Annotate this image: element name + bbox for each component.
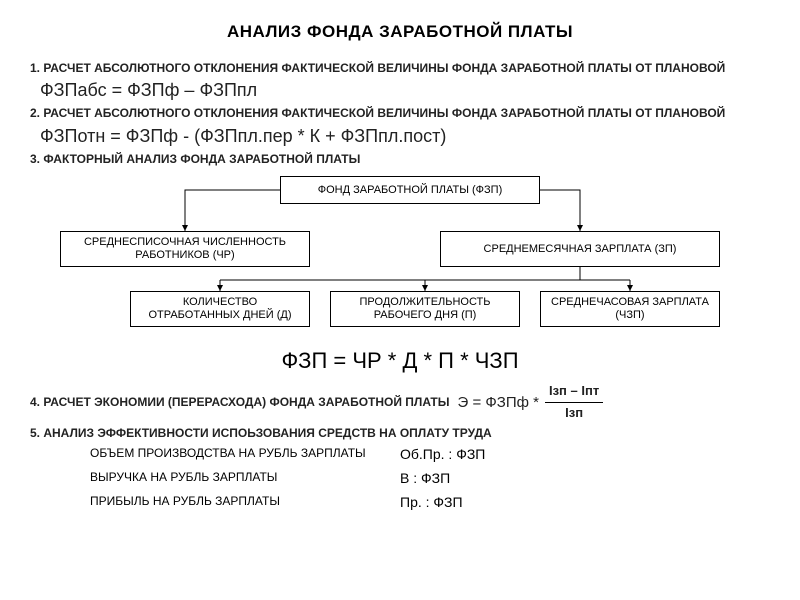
item2-text: 2. РАСЧЕТ АБСОЛЮТНОГО ОТКЛОНЕНИЯ ФАКТИЧЕ…	[30, 106, 725, 120]
eff-row-2: ПРИБЫЛЬ НА РУБЛЬ ЗАРПЛАТЫ Пр. : ФЗП	[90, 491, 770, 515]
big-formula: ФЗП = ЧР * Д * П * ЧЗП	[30, 348, 770, 374]
item5: 5. АНАЛИЗ ЭФФЕКТИВНОСТИ ИСПОЬЗОВАНИЯ СРЕ…	[30, 425, 770, 442]
item2-formula: ФЗПотн = ФЗПф - (ФЗПпл.пер * К + ФЗПпл.п…	[40, 126, 446, 146]
eff-value: В : ФЗП	[400, 467, 450, 491]
item4-formula-lead: Э = ФЗПф *	[458, 392, 539, 414]
eff-value: Об.Пр. : ФЗП	[400, 443, 485, 467]
item4: 4. РАСЧЕТ ЭКОНОМИИ (ПЕРЕРАСХОДА) ФОНДА З…	[30, 382, 770, 423]
item1: 1. РАСЧЕТ АБСОЛЮТНОГО ОТКЛОНЕНИЯ ФАКТИЧЕ…	[30, 60, 770, 103]
box-botA: КОЛИЧЕСТВО ОТРАБОТАННЫХ ДНЕЙ (Д)	[130, 291, 310, 327]
frac-denominator: Iзп	[545, 403, 603, 423]
item4-text: 4. РАСЧЕТ ЭКОНОМИИ (ПЕРЕРАСХОДА) ФОНДА З…	[30, 394, 450, 411]
box-top: ФОНД ЗАРАБОТНОЙ ПЛАТЫ (ФЗП)	[280, 176, 540, 204]
item1-formula: ФЗПабс = ФЗПф – ФЗПпл	[40, 80, 257, 100]
box-midL: СРЕДНЕСПИСОЧНАЯ ЧИСЛЕННОСТЬ РАБОТНИКОВ (…	[60, 231, 310, 267]
eff-row-0: ОБЪЕМ ПРОИЗВОДСТВА НА РУБЛЬ ЗАРПЛАТЫ Об.…	[90, 443, 770, 467]
item3: 3. ФАКТОРНЫЙ АНАЛИЗ ФОНДА ЗАРАБОТНОЙ ПЛА…	[30, 151, 770, 168]
box-botB: ПРОДОЛЖИТЕЛЬНОСТЬ РАБОЧЕГО ДНЯ (П)	[330, 291, 520, 327]
item4-fraction: Iзп – Iпт Iзп	[545, 382, 603, 423]
page-title: АНАЛИЗ ФОНДА ЗАРАБОТНОЙ ПЛАТЫ	[30, 22, 770, 42]
item1-text: 1. РАСЧЕТ АБСОЛЮТНОГО ОТКЛОНЕНИЯ ФАКТИЧЕ…	[30, 61, 725, 75]
factor-diagram: ФОНД ЗАРАБОТНОЙ ПЛАТЫ (ФЗП) СРЕДНЕСПИСОЧ…	[30, 176, 770, 346]
eff-label: ВЫРУЧКА НА РУБЛЬ ЗАРПЛАТЫ	[90, 467, 400, 491]
eff-value: Пр. : ФЗП	[400, 491, 463, 515]
eff-row-1: ВЫРУЧКА НА РУБЛЬ ЗАРПЛАТЫ В : ФЗП	[90, 467, 770, 491]
box-midR: СРЕДНЕМЕСЯЧНАЯ ЗАРПЛАТА (ЗП)	[440, 231, 720, 267]
item2: 2. РАСЧЕТ АБСОЛЮТНОГО ОТКЛОНЕНИЯ ФАКТИЧЕ…	[30, 105, 770, 148]
eff-label: ПРИБЫЛЬ НА РУБЛЬ ЗАРПЛАТЫ	[90, 491, 400, 515]
frac-numerator: Iзп – Iпт	[545, 382, 603, 403]
eff-label: ОБЪЕМ ПРОИЗВОДСТВА НА РУБЛЬ ЗАРПЛАТЫ	[90, 443, 400, 467]
efficiency-list: ОБЪЕМ ПРОИЗВОДСТВА НА РУБЛЬ ЗАРПЛАТЫ Об.…	[90, 443, 770, 514]
box-botC: СРЕДНЕЧАСОВАЯ ЗАРПЛАТА (ЧЗП)	[540, 291, 720, 327]
